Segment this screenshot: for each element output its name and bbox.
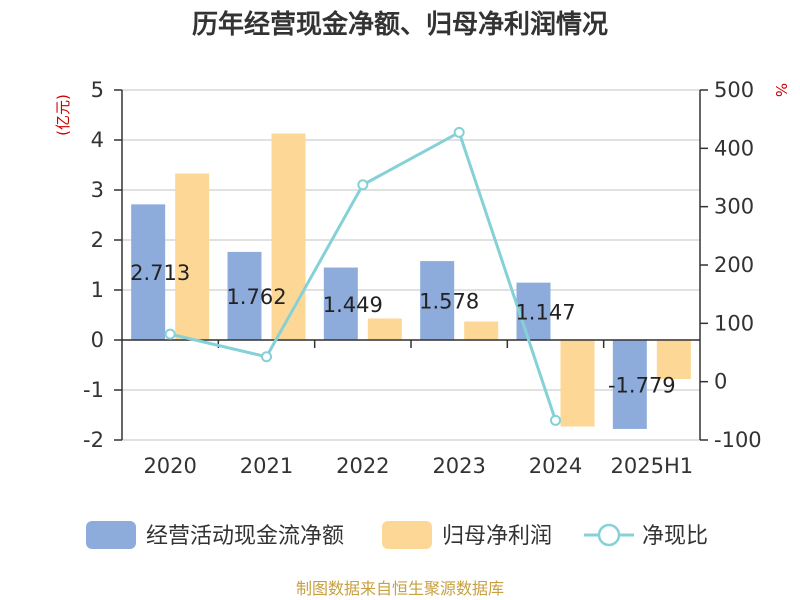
right-axis-unit: % [772,83,790,97]
bars [131,133,691,429]
ratio-point [550,414,561,426]
right-tick-label: 0 [714,370,727,394]
axes: 2020 2021 2022 2023 2024 2025H1 [114,89,708,478]
left-tick-label: -1 [83,378,104,402]
ratio-point [453,126,465,138]
cashflow-bar [612,340,647,429]
net-profit-bar [560,340,595,427]
net-profit-bar [271,133,306,340]
left-tick-label: 0 [91,328,104,352]
cashflow-bar [131,204,166,340]
right-tick-label: 100 [714,311,754,335]
cashflow-bar [323,267,358,340]
net-profit-bar [656,340,691,379]
category-label: 2021 [240,454,293,478]
right-tick-label: 400 [714,136,754,160]
right-tick-label: 300 [714,195,754,219]
ratio-point [261,351,272,363]
right-tick-label: 500 [714,78,754,102]
left-tick-label: 4 [91,128,104,152]
cashflow-bar [227,251,262,340]
right-tick-label: 200 [714,253,754,277]
cashflow-data-label: 1.449 [323,293,383,317]
left-tick-label: 1 [91,278,104,302]
category-label: 2025H1 [611,454,694,478]
left-tick-label: -2 [83,428,104,452]
cashflow-data-label: 1.147 [515,300,575,324]
legend-label-net-profit: 归母净利润 [442,524,552,549]
net-profit-bar [464,321,499,340]
net-profit-bar [175,173,210,340]
legend-label-ratio: 净现比 [642,524,708,549]
net-profit-bar [367,318,402,340]
category-label: 2024 [529,454,582,478]
category-label: 2020 [143,454,196,478]
cashflow-data-label: -1.779 [608,373,676,397]
left-axis-unit: (亿元) [54,94,72,136]
cashflow-bar [516,282,551,340]
category-label: 2023 [432,454,485,478]
cashflow-bar [420,261,455,340]
legend: 经营活动现金流净额 归母净利润 净现比 [86,521,708,549]
legend-swatch-cashflow [86,521,136,549]
left-tick-label: 2 [91,228,104,252]
right-tick-label: -100 [714,428,762,452]
legend-label-cashflow: 经营活动现金流净额 [146,524,344,549]
left-tick-label: 3 [91,178,104,202]
legend-swatch-net-profit [382,521,432,549]
source-note: 制图数据来自恒生聚源数据库 [296,579,504,598]
cashflow-data-label: 1.578 [419,290,479,314]
ratio-line [164,126,561,426]
legend-marker-ratio [597,523,621,547]
chart-title: 历年经营现金净额、归母净利润情况 [192,9,608,40]
left-tick-label: 5 [91,78,104,102]
cashflow-data-label: 2.713 [130,261,190,285]
ratio-point [357,179,369,191]
data-labels: 2.713 1.762 1.449 1.578 1.147 -1.779 [130,261,676,397]
cashflow-data-label: 1.762 [226,285,286,309]
ratio-point [164,328,176,340]
category-label: 2022 [336,454,389,478]
